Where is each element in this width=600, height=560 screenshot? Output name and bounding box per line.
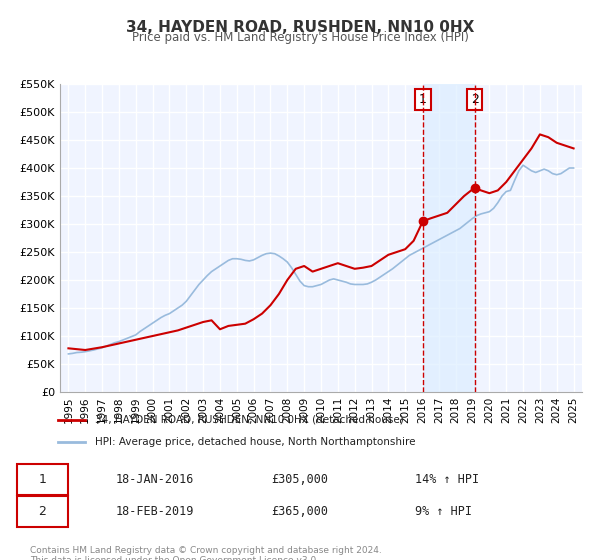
Text: 18-JAN-2016: 18-JAN-2016 (116, 473, 194, 486)
Text: 2: 2 (38, 505, 46, 518)
Text: 18-FEB-2019: 18-FEB-2019 (116, 505, 194, 518)
Text: 34, HAYDEN ROAD, RUSHDEN, NN10 0HX (detached house): 34, HAYDEN ROAD, RUSHDEN, NN10 0HX (deta… (95, 415, 404, 425)
Text: HPI: Average price, detached house, North Northamptonshire: HPI: Average price, detached house, Nort… (95, 437, 415, 447)
Text: 2: 2 (471, 93, 479, 106)
Bar (423, 84, 475, 392)
FancyBboxPatch shape (17, 464, 68, 495)
Text: 34, HAYDEN ROAD, RUSHDEN, NN10 0HX: 34, HAYDEN ROAD, RUSHDEN, NN10 0HX (126, 20, 474, 35)
Text: £305,000: £305,000 (271, 473, 328, 486)
Text: 1: 1 (38, 473, 46, 486)
Text: 14% ↑ HPI: 14% ↑ HPI (415, 473, 479, 486)
FancyBboxPatch shape (17, 496, 68, 527)
Text: 1: 1 (419, 93, 427, 106)
Text: 9% ↑ HPI: 9% ↑ HPI (415, 505, 472, 518)
Text: £365,000: £365,000 (271, 505, 328, 518)
Text: Contains HM Land Registry data © Crown copyright and database right 2024.
This d: Contains HM Land Registry data © Crown c… (30, 546, 382, 560)
Text: Price paid vs. HM Land Registry's House Price Index (HPI): Price paid vs. HM Land Registry's House … (131, 31, 469, 44)
